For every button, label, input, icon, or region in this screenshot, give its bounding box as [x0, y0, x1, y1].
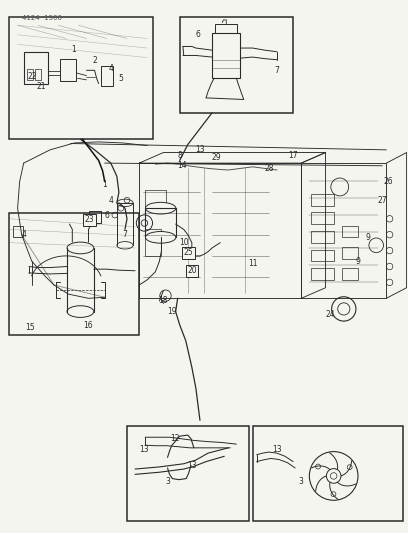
- Bar: [342, 268, 358, 280]
- Text: 9: 9: [355, 257, 360, 265]
- Text: 18: 18: [158, 296, 167, 305]
- Text: 6: 6: [104, 211, 109, 220]
- Text: 16: 16: [84, 321, 93, 330]
- Text: 13: 13: [139, 445, 149, 454]
- Bar: [89, 212, 101, 223]
- Text: 12: 12: [170, 434, 180, 443]
- Text: 28: 28: [264, 164, 274, 173]
- Ellipse shape: [145, 231, 176, 243]
- Text: 23: 23: [85, 215, 95, 224]
- Text: 4: 4: [109, 64, 113, 73]
- Text: 29: 29: [211, 154, 221, 163]
- Bar: [311, 249, 334, 261]
- Text: 26: 26: [384, 177, 393, 186]
- Text: 17: 17: [288, 151, 298, 160]
- Text: 13: 13: [195, 146, 205, 155]
- Text: 22: 22: [27, 72, 37, 81]
- Bar: [311, 231, 334, 243]
- Text: 3: 3: [299, 477, 304, 486]
- Text: 8: 8: [177, 151, 182, 160]
- Text: 4: 4: [21, 230, 26, 239]
- Bar: [35, 69, 41, 80]
- Bar: [311, 268, 334, 280]
- Bar: [145, 190, 166, 208]
- Bar: [9, 214, 139, 335]
- Ellipse shape: [117, 241, 133, 249]
- Bar: [60, 59, 76, 81]
- Text: 7: 7: [122, 230, 127, 239]
- Text: 21: 21: [36, 82, 46, 91]
- Text: 15: 15: [25, 323, 35, 332]
- Bar: [311, 213, 334, 224]
- Text: 6: 6: [195, 30, 200, 39]
- Ellipse shape: [67, 306, 94, 317]
- Ellipse shape: [117, 199, 133, 207]
- Bar: [27, 69, 33, 80]
- Bar: [311, 194, 334, 206]
- Bar: [9, 17, 153, 139]
- Text: 1: 1: [71, 45, 76, 54]
- Text: 27: 27: [377, 196, 387, 205]
- Text: 25: 25: [184, 248, 193, 257]
- Bar: [342, 225, 358, 237]
- Text: 19: 19: [167, 307, 176, 316]
- Text: 9: 9: [366, 233, 370, 242]
- Bar: [212, 33, 240, 78]
- Text: 4124  1500: 4124 1500: [22, 14, 62, 21]
- Ellipse shape: [67, 242, 94, 254]
- Text: 10: 10: [179, 238, 188, 247]
- Text: 24: 24: [326, 310, 335, 319]
- Text: 13: 13: [187, 461, 197, 470]
- Ellipse shape: [145, 203, 176, 214]
- Bar: [253, 425, 403, 521]
- Text: 13: 13: [272, 445, 282, 454]
- Text: 5: 5: [118, 74, 123, 83]
- Bar: [180, 17, 293, 113]
- Bar: [13, 225, 23, 237]
- Text: 7: 7: [275, 66, 279, 75]
- Bar: [145, 229, 162, 256]
- Bar: [301, 163, 386, 298]
- Text: 20: 20: [187, 266, 197, 275]
- Bar: [139, 163, 301, 298]
- Bar: [101, 66, 113, 86]
- Text: 1: 1: [102, 180, 107, 189]
- Bar: [127, 425, 248, 521]
- Bar: [342, 247, 358, 259]
- Text: 11: 11: [248, 260, 257, 268]
- Text: 4: 4: [109, 196, 113, 205]
- Bar: [24, 52, 48, 84]
- Bar: [215, 23, 237, 33]
- Text: 3: 3: [166, 477, 171, 486]
- Text: 2: 2: [92, 56, 97, 65]
- Text: 14: 14: [177, 161, 186, 170]
